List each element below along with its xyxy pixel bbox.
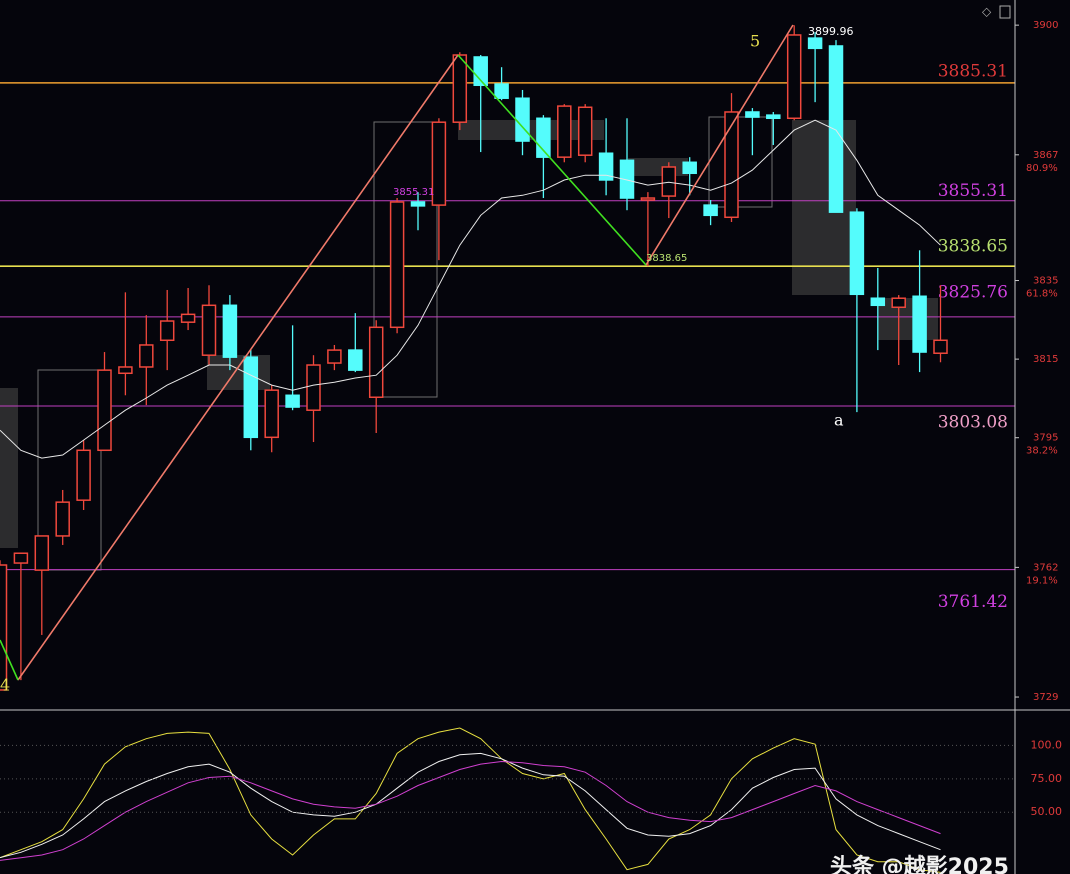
candle-body xyxy=(577,106,593,156)
levels: 3885.31 3855.31 3838.65 3825.76 3803.08 3761.… xyxy=(0,61,1015,612)
candle-body xyxy=(180,313,196,323)
candle-body xyxy=(619,159,635,199)
candle-body xyxy=(306,364,321,411)
candle-body xyxy=(515,97,530,142)
candle-body xyxy=(870,297,886,307)
candle-body xyxy=(891,297,906,309)
y-tick-label: 3835 xyxy=(1033,276,1058,287)
level-note: 3838.65 xyxy=(646,253,687,264)
candle-body xyxy=(849,211,865,296)
candle-body xyxy=(97,369,112,452)
candle-body xyxy=(201,304,217,356)
y-tick-label: 3867 xyxy=(1033,150,1058,161)
line xyxy=(0,119,941,459)
wave-label: 4 xyxy=(0,676,10,695)
level-label: 3838.65 xyxy=(938,237,1008,257)
y-tick-label: 3795 xyxy=(1033,433,1058,444)
line xyxy=(0,760,941,861)
candle-body xyxy=(285,394,300,408)
candle-body xyxy=(828,45,844,213)
outline-box xyxy=(373,121,438,398)
candle-body xyxy=(661,166,677,197)
candle-body xyxy=(682,161,697,175)
candle-body xyxy=(933,339,948,354)
candle-body xyxy=(598,152,614,181)
toolbar-icon[interactable]: ◇ xyxy=(982,5,992,19)
wave-label: 5 xyxy=(750,32,760,51)
candle-body xyxy=(389,201,405,329)
candle-body xyxy=(264,389,279,439)
y-tick-label: 3729 xyxy=(1033,692,1058,703)
wave-label: a xyxy=(834,411,844,430)
candle-body xyxy=(243,356,259,439)
fib-label: 19.1% xyxy=(1026,575,1058,586)
candle-body xyxy=(139,344,154,368)
level-label: 3855.31 xyxy=(938,181,1008,201)
candle-body xyxy=(724,111,739,219)
high-label: 3899.96 xyxy=(808,25,854,38)
y-tick-label: 3900 xyxy=(1033,20,1058,31)
candle-body xyxy=(327,349,342,364)
wave-line xyxy=(645,24,794,266)
level-label: 3825.76 xyxy=(938,282,1008,302)
candle-body xyxy=(473,56,488,87)
candle-body xyxy=(452,54,468,123)
candle-body xyxy=(703,204,718,217)
level-label: 3803.08 xyxy=(938,412,1008,432)
candle-body xyxy=(55,501,70,537)
candle-body xyxy=(410,201,426,207)
fib-label: 80.9% xyxy=(1026,163,1058,174)
line xyxy=(0,752,941,859)
level-label: 3885.31 xyxy=(938,61,1008,81)
y-tick-label: 50.00 xyxy=(1031,805,1063,818)
candle-body xyxy=(13,552,29,564)
candle-body xyxy=(494,83,509,99)
y-tick-label: 3762 xyxy=(1033,562,1058,573)
candle-body xyxy=(431,121,447,206)
wave-line xyxy=(0,639,19,681)
boxes xyxy=(0,120,938,548)
box xyxy=(0,388,18,548)
candle-body xyxy=(34,535,50,571)
candle-body xyxy=(0,564,8,691)
candle-body xyxy=(118,366,133,375)
watermark: 头条 @越影2025 xyxy=(830,854,1009,874)
waves xyxy=(0,24,794,681)
box xyxy=(792,120,856,295)
candle-body xyxy=(745,111,760,118)
candle-body xyxy=(368,326,384,398)
candle-body xyxy=(76,449,91,501)
line xyxy=(0,727,941,873)
wave-line xyxy=(457,54,647,266)
candle-body xyxy=(640,197,656,201)
wave-line xyxy=(17,54,459,681)
box xyxy=(207,355,270,390)
candle-body xyxy=(786,34,802,120)
outline-box xyxy=(708,116,773,208)
y-tick-label: 3815 xyxy=(1033,354,1058,365)
candle-body xyxy=(766,114,781,120)
toolbar-icon[interactable] xyxy=(999,5,1011,19)
y-tick-label: 75.00 xyxy=(1031,772,1063,785)
y-tick-label: 100.0 xyxy=(1031,738,1063,751)
level-note: 3855.31 xyxy=(393,187,434,198)
candle-body xyxy=(159,320,175,342)
box xyxy=(878,298,938,340)
candle-body xyxy=(912,295,927,353)
level-label: 3761.42 xyxy=(938,592,1008,612)
candle-body xyxy=(557,105,572,158)
fib-label: 38.2% xyxy=(1026,446,1058,457)
fib-label: 61.8% xyxy=(1026,289,1058,300)
candle-body xyxy=(807,37,823,50)
box xyxy=(628,158,688,176)
candle-body xyxy=(348,349,363,371)
candle-body xyxy=(222,304,238,358)
plot xyxy=(0,25,948,873)
